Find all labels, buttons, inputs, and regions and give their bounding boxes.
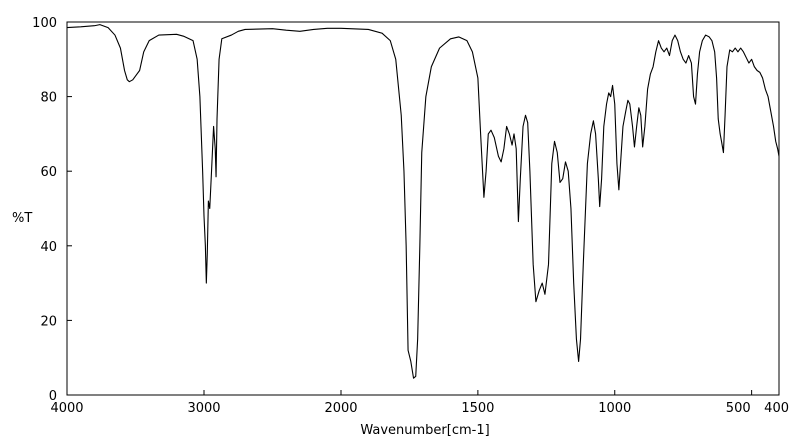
y-tick-label-40: 40 — [40, 240, 57, 255]
x-tick-label-2000: 2000 — [324, 401, 357, 416]
y-tick-label-80: 80 — [40, 91, 57, 106]
y-tick-label-0: 0 — [49, 389, 57, 404]
x-tick-label-3000: 3000 — [187, 401, 220, 416]
x-tick-label-500: 500 — [726, 401, 751, 416]
x-tick-label-400: 400 — [764, 401, 789, 416]
x-tick-label-1000: 1000 — [598, 401, 631, 416]
y-axis-ticks: 0 20 40 60 80 100 — [32, 16, 72, 404]
plot-frame — [66, 21, 780, 396]
plot-border — [66, 21, 780, 396]
x-axis-ticks: 4000 3000 2000 1500 1000 500 400 — [50, 390, 789, 416]
x-tick-label-4000: 4000 — [50, 401, 83, 416]
transmittance-series-line — [66, 24, 780, 379]
y-tick-label-60: 60 — [40, 165, 57, 180]
x-tick-label-1500: 1500 — [461, 401, 494, 416]
y-tick-label-20: 20 — [40, 314, 57, 329]
x-axis-title: Wavenumber[cm-1] — [360, 423, 489, 438]
y-axis-title: %T — [12, 211, 32, 226]
series-group — [66, 24, 780, 379]
y-tick-label-100: 100 — [32, 16, 57, 31]
